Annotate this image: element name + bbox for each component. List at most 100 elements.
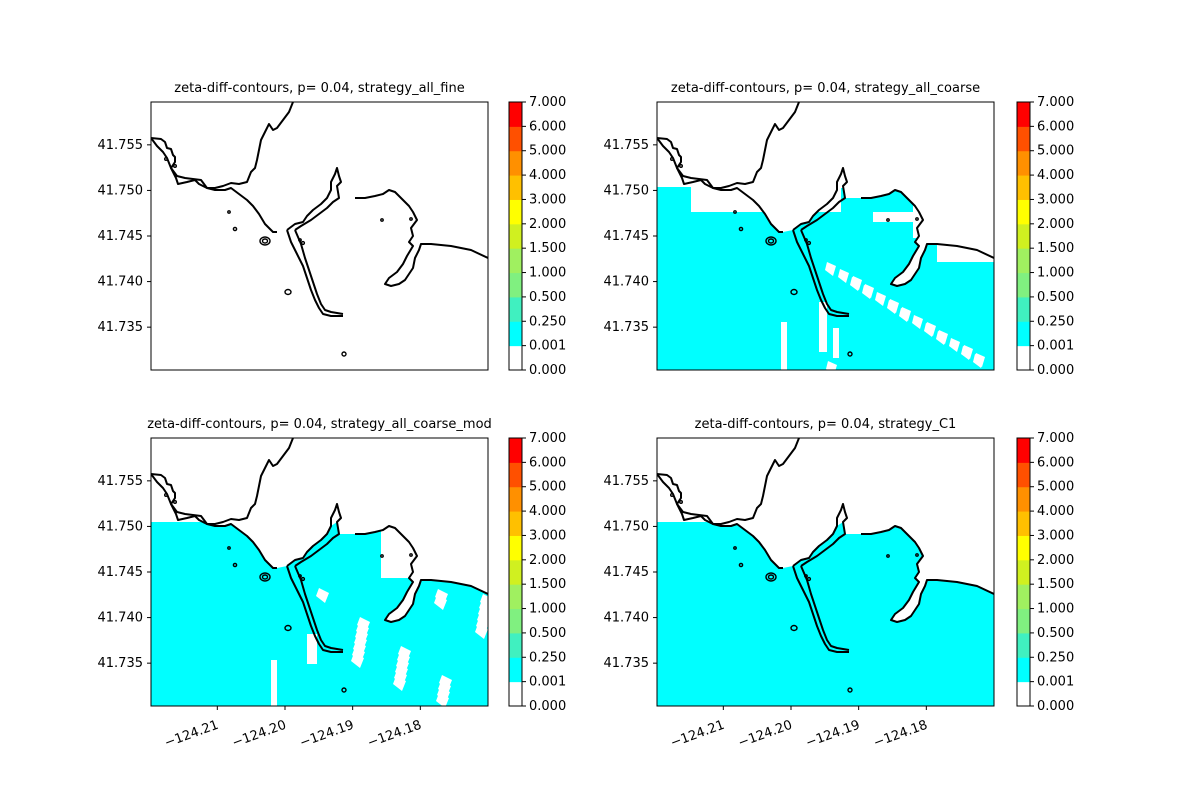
- colorbar-tick-label: 3.000: [529, 528, 566, 543]
- y-tick-label: 41.745: [98, 565, 144, 580]
- plot-area: [657, 102, 994, 370]
- y-tick-label: 41.745: [98, 229, 144, 244]
- colorbar-band: [509, 559, 522, 585]
- colorbar-band: [1017, 126, 1030, 152]
- colorbar-tick-label: 7.000: [1037, 431, 1074, 446]
- colorbar-band: [1017, 345, 1030, 371]
- colorbar-band: [1017, 462, 1030, 488]
- subplot-1: zeta-diff-contours, p= 0.04, strategy_al…: [98, 81, 567, 378]
- colorbar-tick-label: 0.001: [529, 675, 566, 690]
- colorbar-tick-label: 0.250: [529, 650, 566, 665]
- colorbar-tick-label: 0.000: [1037, 363, 1074, 378]
- colorbar-tick-label: 6.000: [529, 455, 566, 470]
- colorbar-band: [1017, 511, 1030, 536]
- colorbar-band: [1017, 584, 1030, 610]
- colorbar-tick-label: 1.000: [529, 602, 566, 617]
- colorbar-tick-label: 2.000: [1037, 553, 1074, 568]
- colorbar-band: [509, 102, 522, 127]
- colorbar-band: [1017, 248, 1030, 274]
- colorbar-tick-label: 3.000: [1037, 192, 1074, 207]
- y-tick-label: 41.755: [98, 138, 144, 153]
- colorbar-band: [509, 150, 522, 176]
- colorbar-tick-label: 0.500: [1037, 626, 1074, 641]
- colorbar: 0.000 0.001 0.250 0.500 1.000 1.500 2.000 3.000…: [1016, 431, 1074, 714]
- colorbar-band: [1017, 438, 1030, 463]
- colorbar-tick-label: 7.000: [529, 95, 566, 110]
- colorbar-band: [509, 462, 522, 488]
- colorbar-tick-label: 3.000: [1037, 528, 1074, 543]
- colorbar-band: [1017, 102, 1030, 127]
- colorbar-band: [509, 438, 522, 463]
- colorbar-band: [509, 321, 522, 347]
- y-tick-label: 41.735: [98, 656, 144, 671]
- colorbar-band: [1017, 559, 1030, 585]
- coastline: [151, 438, 488, 693]
- colorbar-tick-label: 5.000: [529, 480, 566, 495]
- colorbar-tick-label: 0.000: [529, 699, 566, 714]
- colorbar-band: [1017, 535, 1030, 561]
- colorbar-band: [1017, 681, 1030, 707]
- coastline: [657, 102, 994, 357]
- colorbar-tick-label: 1.500: [1037, 241, 1074, 256]
- colorbar-tick-label: 0.000: [1037, 699, 1074, 714]
- subplot-2: zeta-diff-contours, p= 0.04, strategy_al…: [604, 81, 1075, 378]
- y-tick-label: 41.740: [98, 611, 144, 626]
- plot-area: [151, 102, 488, 357]
- colorbar-tick-label: 1.500: [529, 577, 566, 592]
- colorbar-tick-label: 4.000: [1037, 504, 1074, 519]
- chart-title: zeta-diff-contours, p= 0.04, strategy_al…: [671, 81, 980, 96]
- y-tick-label: 41.745: [604, 565, 650, 580]
- colorbar: 0.000 0.001 0.250 0.500 1.000 1.500 2.000 3.000…: [508, 431, 566, 714]
- colorbar-band: [509, 126, 522, 152]
- colorbar-band: [509, 608, 522, 634]
- colorbar-band: [1017, 175, 1030, 200]
- y-tick-label: 41.755: [604, 474, 650, 489]
- colorbar-band: [1017, 296, 1030, 322]
- plot-area: [151, 438, 488, 706]
- colorbar-tick-label: 5.000: [529, 144, 566, 159]
- subplot-4: zeta-diff-contours, p= 0.04, strategy_C1…: [604, 417, 1075, 751]
- plot-area: [657, 438, 994, 706]
- colorbar-tick-label: 0.000: [529, 363, 566, 378]
- y-tick-label: 41.755: [98, 474, 144, 489]
- colorbar-band: [509, 296, 522, 322]
- colorbar-band: [1017, 199, 1030, 225]
- y-tick-label: 41.745: [604, 229, 650, 244]
- colorbar-tick-label: 1.000: [1037, 266, 1074, 281]
- contour-fill: [657, 438, 994, 706]
- coastline: [657, 438, 994, 693]
- colorbar-band: [1017, 272, 1030, 298]
- y-tick-label: 41.740: [604, 275, 650, 290]
- chart-title: zeta-diff-contours, p= 0.04, strategy_al…: [147, 417, 492, 432]
- colorbar-tick-label: 5.000: [1037, 144, 1074, 159]
- colorbar-band: [1017, 657, 1030, 683]
- coastline: [151, 102, 488, 357]
- colorbar-band: [1017, 223, 1030, 249]
- colorbar-band: [509, 248, 522, 274]
- colorbar-tick-label: 6.000: [1037, 119, 1074, 134]
- colorbar-tick-label: 1.500: [529, 241, 566, 256]
- colorbar-band: [509, 223, 522, 249]
- colorbar-tick-label: 0.001: [1037, 675, 1074, 690]
- colorbar-band: [509, 345, 522, 371]
- colorbar-tick-label: 0.001: [529, 339, 566, 354]
- y-tick-label: 41.735: [98, 320, 144, 335]
- colorbar-tick-label: 7.000: [1037, 95, 1074, 110]
- colorbar-tick-label: 4.000: [1037, 168, 1074, 183]
- colorbar-tick-label: 0.500: [529, 626, 566, 641]
- colorbar-band: [509, 584, 522, 610]
- colorbar: 0.000 0.001 0.250 0.500 1.000 1.500 2.000 3.000…: [1016, 95, 1074, 378]
- colorbar-tick-label: 7.000: [529, 431, 566, 446]
- subplot-3: zeta-diff-contours, p= 0.04, strategy_al…: [98, 417, 567, 751]
- y-tick-label: 41.750: [98, 519, 144, 534]
- chart-title: zeta-diff-contours, p= 0.04, strategy_al…: [174, 81, 464, 96]
- colorbar-band: [509, 486, 522, 512]
- colorbar-band: [1017, 150, 1030, 176]
- contour-fill: [657, 102, 994, 370]
- colorbar-band: [1017, 632, 1030, 658]
- y-tick-label: 41.750: [604, 519, 650, 534]
- colorbar-band: [509, 175, 522, 200]
- colorbar-band: [509, 535, 522, 561]
- contour-fill: [151, 438, 488, 706]
- colorbar-band: [509, 632, 522, 658]
